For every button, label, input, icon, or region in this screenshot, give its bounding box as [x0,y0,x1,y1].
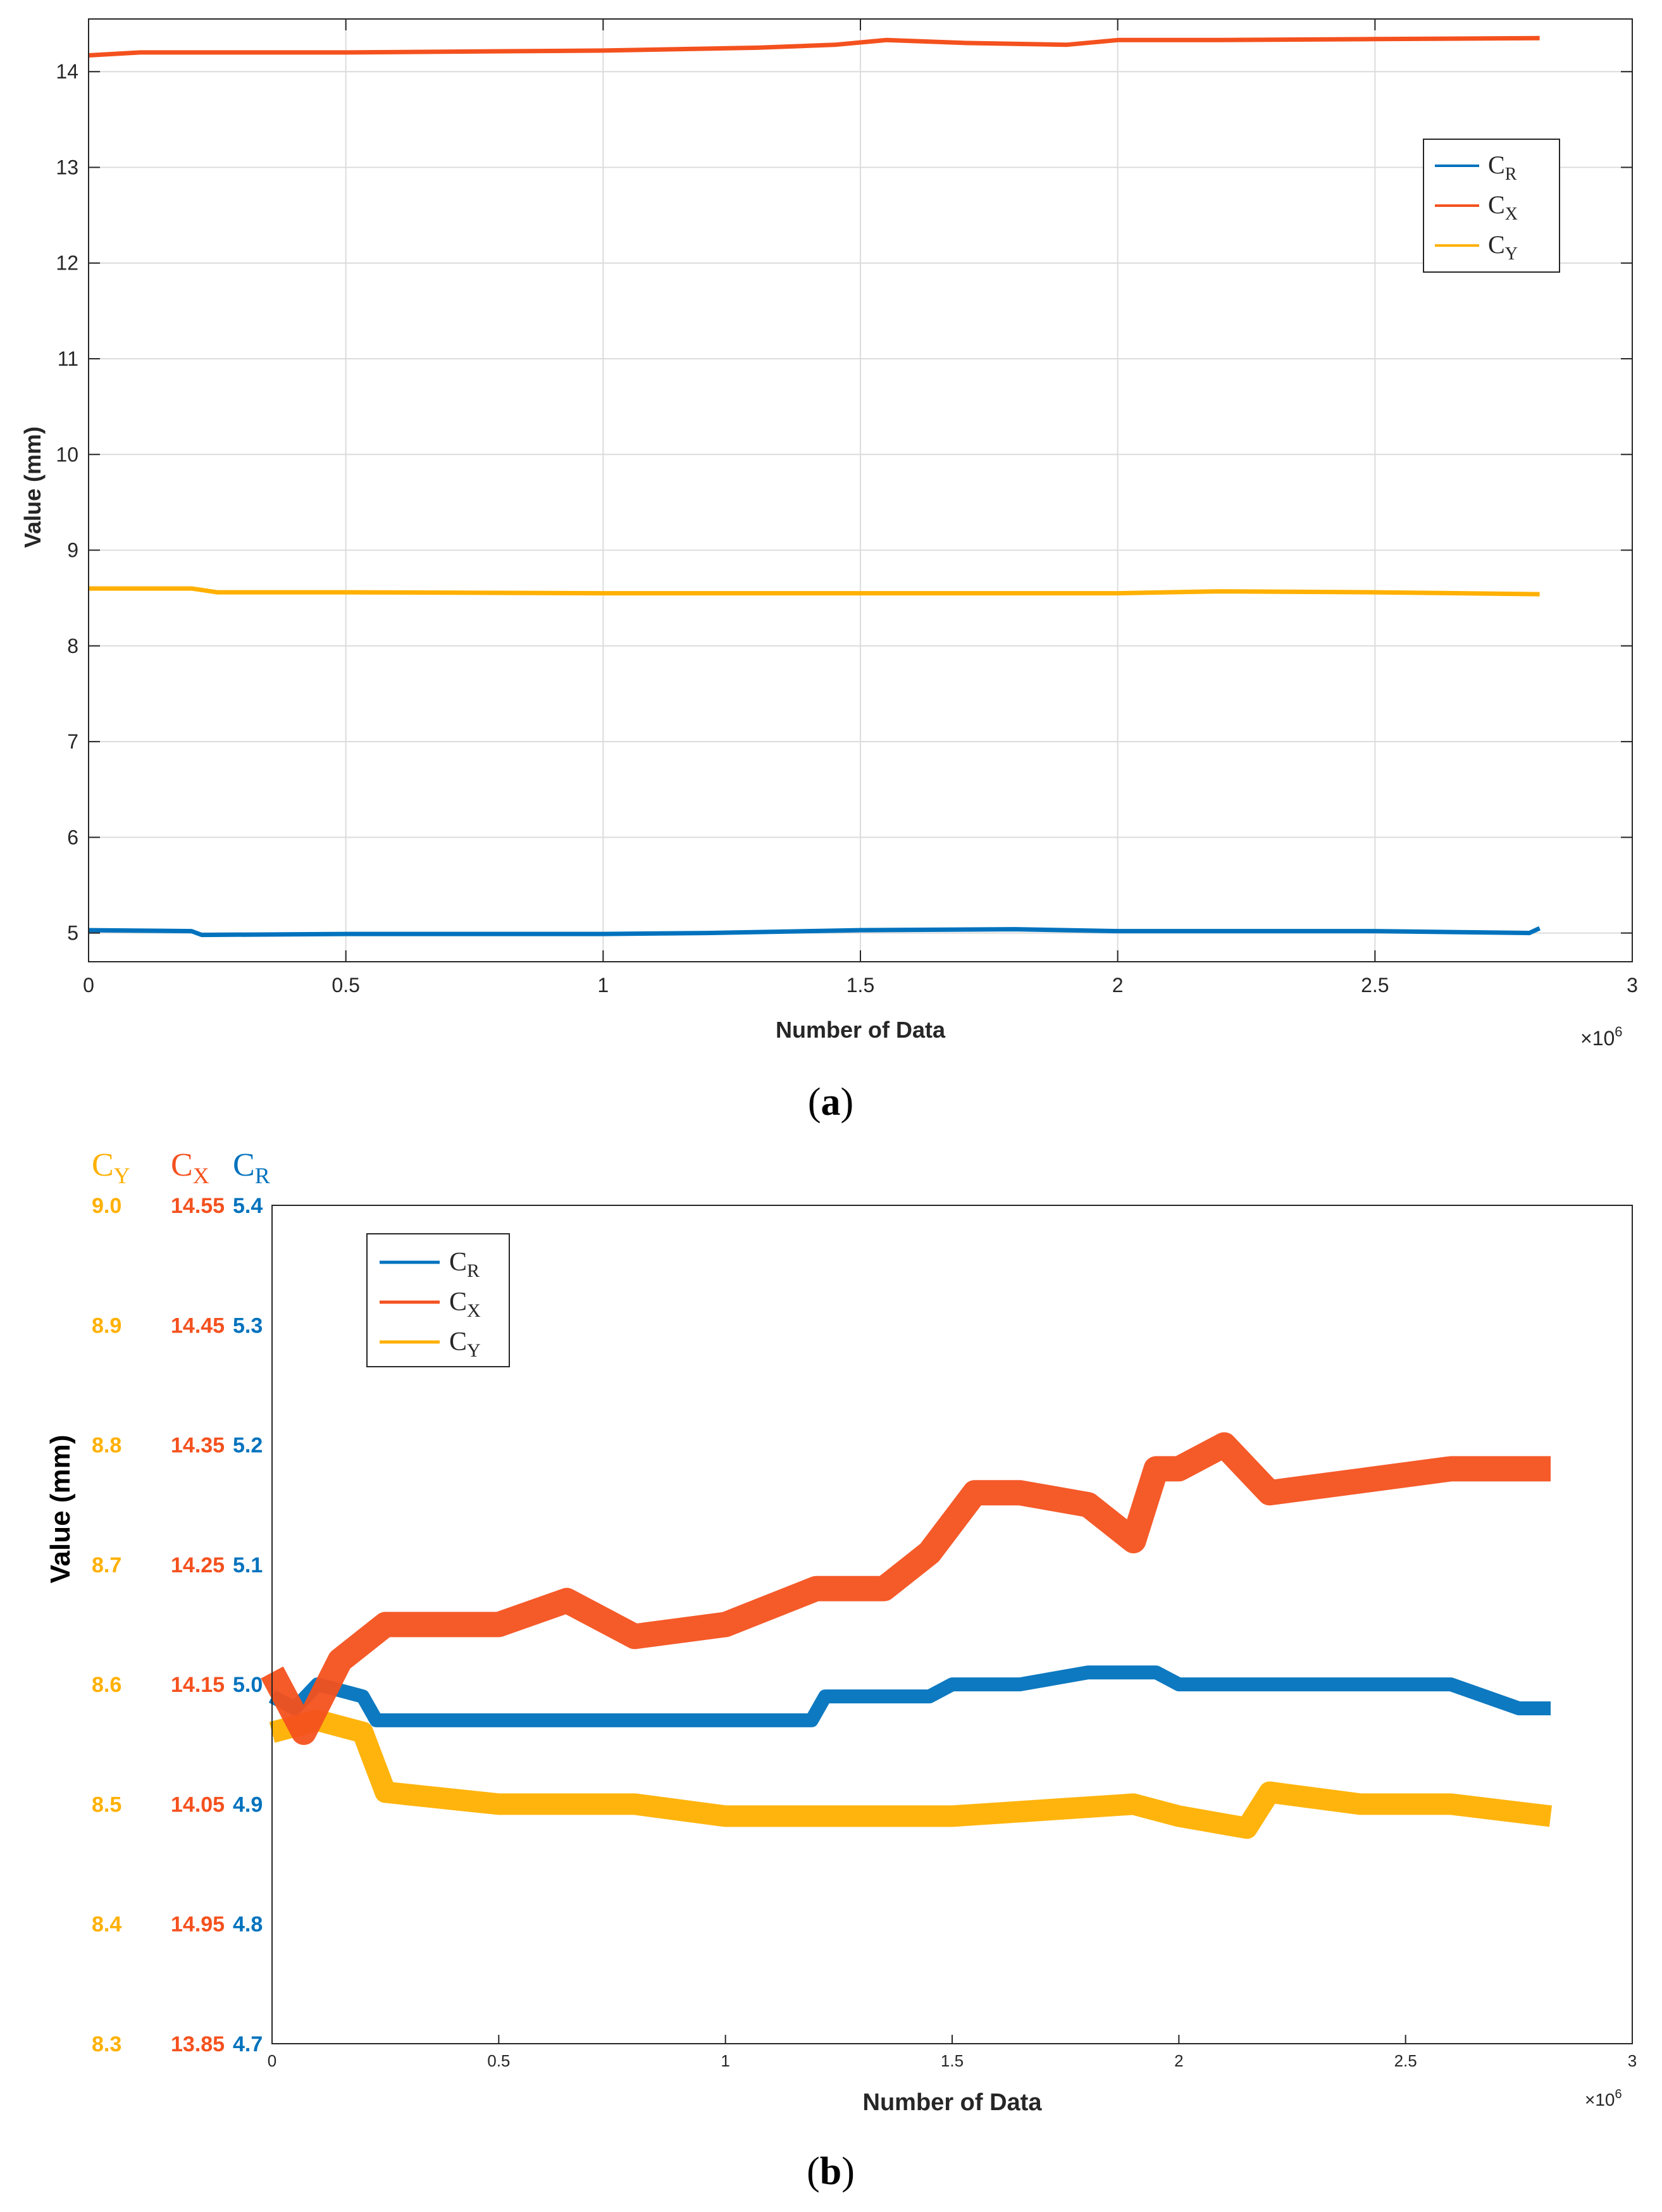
y-tick-label-cx-b: 13.85 [171,2032,225,2056]
x-tick-label-a: 0.5 [332,974,359,997]
legend-a: CR CX CY [1423,139,1560,273]
y-tick-label-cx-b: 14.35 [171,1434,225,1458]
y-ticks-a: 5 6 7 8 9 10 11 12 13 14 [56,60,1632,945]
series-line-cx-a [88,35,1540,58]
x-tick-label-a: 0 [83,974,94,997]
x-tick-label-b: 2 [1174,2051,1183,2070]
x-tick-label-b: 1 [721,2051,729,2070]
y-tick-label-a: 14 [56,60,78,83]
axis-header-cy-b: CY [92,1147,130,1188]
legend-label-cr-b: CR [449,1248,480,1281]
x-tick-label-b: 0.5 [487,2051,510,2070]
y-tick-label-cx-b: 14.55 [171,1194,225,1218]
x-axis-label-b: Number of Data [863,2089,1043,2116]
legend-box-b [366,1233,510,1367]
x-tick-label-b: 1.5 [941,2051,964,2070]
legend-label-cx-b: CX [449,1288,481,1321]
y-tick-label-cr-b: 5.3 [233,1314,263,1338]
y-tick-label-cr-b: 5.2 [233,1434,263,1458]
y-tick-label-cy-b: 8.4 [92,1913,121,1937]
axis-header-cr-b: CR [233,1147,270,1188]
y-tick-label-cy-b: 8.5 [92,1793,121,1817]
x-axis-label-a: Number of Data [776,1017,946,1043]
y-tick-label-cr-b: 5.0 [233,1673,263,1697]
panel-a-caption: (a) [808,1081,853,1124]
series-band-cr-b [268,1665,1551,1727]
y-axis-label-b: Value (mm) [45,1435,76,1584]
panel-a: 5 6 7 8 9 10 11 12 13 14 0 0.5 1 1.5 2 2.5 3 Number of … [20,18,1638,1124]
series-band-cy-b [269,1709,1553,1839]
legend-label-cx-a: CX [1488,190,1518,224]
y-tick-label-a: 10 [56,443,78,466]
y-tick-label-cx-b: 14.45 [171,1314,225,1338]
y-tick-label-cr-b: 5.1 [233,1553,263,1577]
x-ticks-b: 0 0.5 1 1.5 2 2.5 3 [268,2035,1637,2070]
x-ticks-a: 0 0.5 1 1.5 2 2.5 3 [83,19,1638,997]
y-axis-label-a: Value (mm) [20,426,46,548]
y-tick-label-a: 11 [58,347,78,370]
legend-b: CR CX CY [366,1233,510,1367]
y-tick-label-cx-b: 14.05 [171,1793,225,1817]
x-tick-label-a: 2 [1112,974,1124,997]
series-a [88,35,1541,938]
series-b [261,1432,1553,1839]
x-tick-label-a: 2.5 [1361,974,1389,997]
legend-label-cy-a: CY [1488,230,1518,264]
y-tick-label-cr-b: 4.9 [233,1793,263,1817]
y-tick-label-cy-b: 8.7 [92,1553,121,1577]
x-tick-label-a: 1 [597,974,609,997]
x-tick-label-b: 3 [1628,2051,1637,2070]
y-tick-label-a: 5 [67,922,78,945]
series-line-cr-a [88,926,1541,938]
panel-b-caption: (b) [807,2150,855,2193]
y-tick-label-a: 6 [67,826,78,848]
legend-label-cy-b: CY [449,1327,481,1361]
y-tick-label-cy-b: 8.3 [92,2032,121,2056]
x-exponent-a: ×106 [1580,1024,1623,1050]
y-tick-label-cr-b: 4.7 [233,2032,263,2056]
axis-header-cx-b: CX [171,1147,209,1188]
x-tick-label-b: 0 [268,2051,276,2070]
y-tick-label-cy-b: 8.8 [92,1434,121,1458]
y-tick-label-cx-b: 14.25 [171,1553,225,1577]
y-tick-label-cy-b: 8.9 [92,1314,121,1338]
y-tick-label-cy-b: 9.0 [92,1194,121,1218]
y-tick-label-cy-b: 8.6 [92,1673,121,1697]
x-tick-label-b: 2.5 [1394,2051,1417,2070]
y-tick-label-cx-b: 14.95 [171,1913,225,1937]
y-tick-label-cr-b: 4.8 [233,1913,263,1937]
y-tick-label-a: 9 [67,539,78,562]
y-tick-label-cr-b: 5.4 [233,1194,263,1218]
y-tick-label-a: 13 [56,156,78,178]
panel-b: 0 0.5 1 1.5 2 2.5 3 CY 9.0 8.9 8.8 8.7 8.6 8.5 8.4 8.3… [45,1147,1637,2193]
y-tick-label-cx-b: 14.15 [171,1673,225,1697]
x-tick-label-a: 1.5 [847,974,874,997]
legend-label-cr-a: CR [1488,151,1517,184]
y-tick-label-a: 8 [67,635,78,657]
y-tick-label-a: 7 [67,730,78,753]
x-tick-label-a: 3 [1627,974,1638,997]
x-exponent-b: ×106 [1585,2087,1622,2109]
series-line-cy-a [89,586,1540,597]
multi-axis-labels-b: CY 9.0 8.9 8.8 8.7 8.6 8.5 8.4 8.3 CX 14.55 14.45 14… [92,1147,270,2056]
series-band-cx-b [261,1432,1551,1745]
y-tick-label-a: 12 [56,252,78,275]
